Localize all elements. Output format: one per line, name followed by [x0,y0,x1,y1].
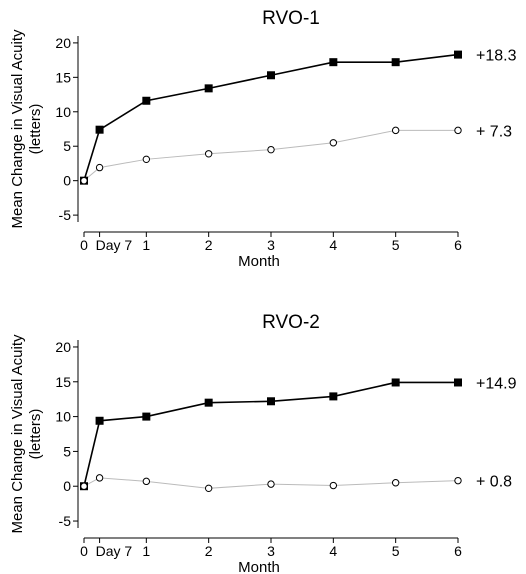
rvo-2-x-tick-label: 1 [142,543,150,559]
rvo-2-square-point [329,392,338,401]
rvo-2-square-point [391,378,400,387]
rvo-2-x-tick-label: 5 [392,543,400,559]
rvo-1-x-tick-label: 6 [454,237,462,253]
rvo-2-y-tick-label: 15 [55,374,71,390]
rvo-2-circle-point [95,474,104,482]
rvo-2-x-tick-label: 2 [205,543,213,559]
rvo-1-x-tick-label: 2 [205,237,213,253]
rvo-1-square-point [95,125,104,134]
rvo-2-x-tick-label: 0 [80,543,88,559]
rvo-1-series-treatment-line [83,53,459,181]
rvo-2-y-tick-label: 5 [63,443,71,459]
rvo-2-square-point [142,412,151,421]
rvo-1-circle-point [454,126,462,135]
rvo-2-y-tick-label: -5 [59,513,72,529]
rvo-1-end-label: +18.3 [476,48,517,65]
rvo-2-square-point [95,416,104,425]
rvo-2-y-axis-label: Mean Change in Visual Acuity [9,334,26,534]
rvo-1-square-point [267,71,275,80]
rvo-2-end-label: +14.9 [476,375,517,392]
rvo-2-square-point [204,398,213,407]
rvo-2-circle-point [267,480,275,488]
rvo-1-y-tick-label: -5 [59,207,72,223]
rvo-1-square-point [329,58,338,67]
rvo-1-y-axis-label: Mean Change in Visual Acuity [9,29,26,229]
rvo-1-y-tick-label: 5 [63,138,71,154]
rvo-1-circle-point [80,176,88,185]
rvo-1-x-tick-label: 4 [329,237,337,253]
rvo-1-square-point [391,58,400,67]
rvo-2-x-tick-label: Day 7 [96,543,133,559]
rvo-2-chart-title: RVO-2 [262,312,320,333]
rvo-2-y-tick-label: 0 [63,478,71,494]
rvo-2-y-tick-label: 20 [55,339,71,355]
rvo-2-x-tick-label: 4 [329,543,337,559]
rvo-2-circle-point [391,479,400,487]
rvo-1-x-tick-label: 3 [267,237,275,253]
rvo-1-x-tick-label: Day 7 [96,237,133,253]
rvo-1-x-axis-label: Month [238,253,280,270]
rvo-1-square-point [454,50,462,59]
rvo-2-circle-point [80,482,88,490]
rvo-2-series-treatment-line [83,381,458,487]
rvo-1-circle-point [267,145,275,154]
rvo-1-y-tick-label: 0 [63,173,71,189]
rvo-2-circle-point [142,477,151,486]
rvo-1-x-tick-label: 1 [142,237,150,253]
rvo-1-end-label: + 7.3 [476,123,512,140]
rvo-1-chart-title: RVO-1 [262,8,320,29]
rvo-1-circle-point [95,163,104,172]
rvo-1-y-axis-label-units: (letters) [27,104,44,155]
rvo-2-x-tick-label: 6 [454,543,462,559]
rvo-1-circle-point [204,150,213,158]
rvo-1-y-tick-label: 20 [55,35,71,51]
rvo-2-x-axis-label: Month [238,559,280,574]
rvo-1-circle-point [142,155,151,164]
rvo-1-circle-point [391,126,400,135]
rvo-2-series-control-line [83,477,459,489]
rvo-2-end-label: + 0.8 [476,474,512,491]
rvo-1-y-tick-label: 10 [55,104,71,120]
rvo-2-square-point [454,378,462,387]
rvo-2-circle-point [204,484,213,493]
rvo-1-series-control-line [83,129,458,182]
rvo-1-square-point [142,96,151,105]
rvo-1-circle-point [329,139,338,147]
rvo-2-square-point [267,397,275,406]
rvo-2-circle-point [454,476,462,485]
rvo-1-x-tick-label: 0 [80,237,88,253]
rvo-2-circle-point [329,481,338,490]
rvo-1-square-point [204,84,213,93]
rvo-2-x-tick-label: 3 [267,543,275,559]
rvo-2-y-axis-label-units: (letters) [27,409,44,460]
rvo-2-y-tick-label: 10 [55,409,71,425]
rvo-1-x-tick-label: 5 [392,237,400,253]
rvo-1-y-tick-label: 15 [55,69,71,85]
